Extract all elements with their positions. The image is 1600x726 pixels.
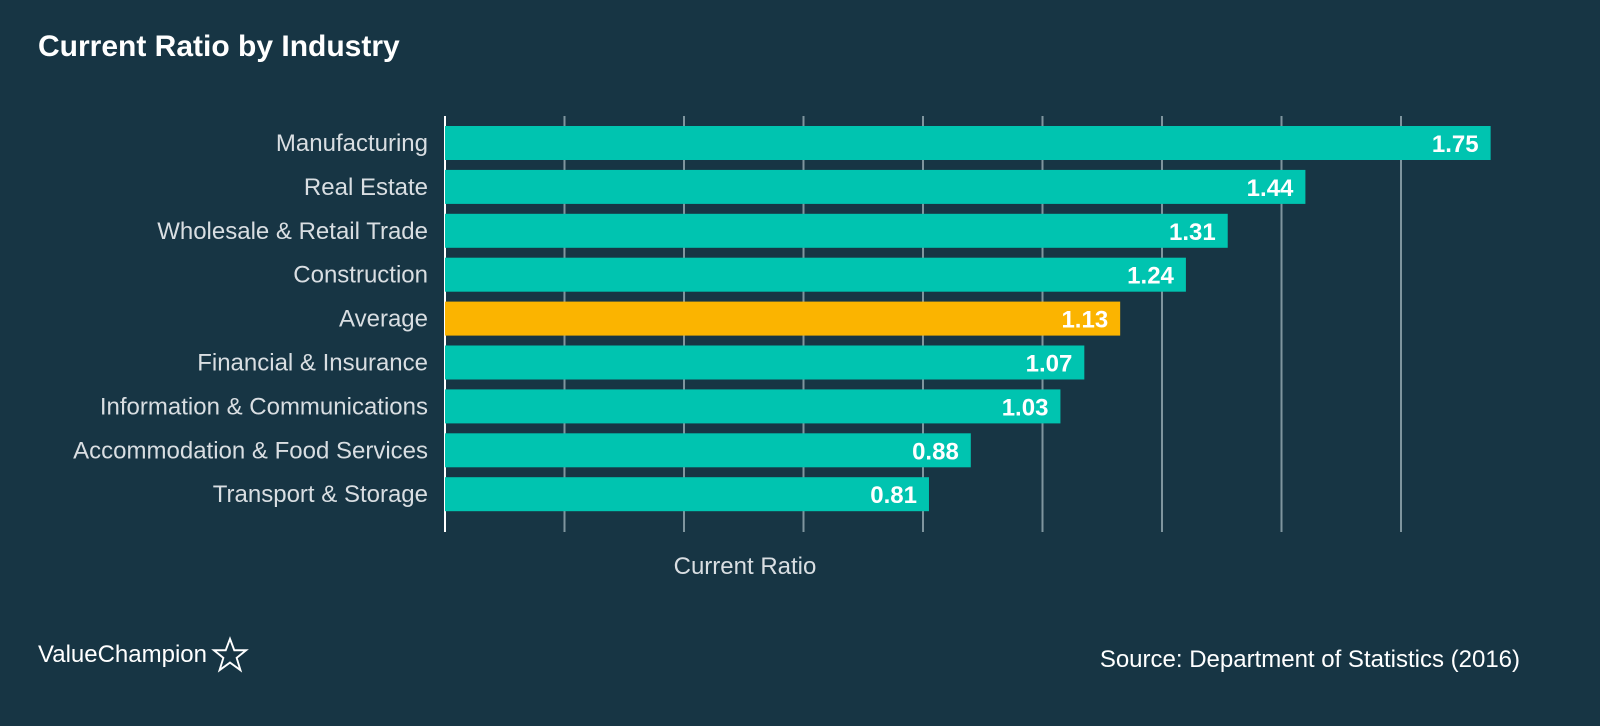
category-label: Financial & Insurance — [197, 350, 428, 377]
bar-information-communications — [445, 389, 1061, 424]
category-label: Average — [339, 306, 428, 333]
x-axis-title: Current Ratio — [674, 553, 817, 580]
bar-construction — [445, 257, 1186, 292]
category-label: Manufacturing — [276, 130, 428, 157]
bar-real-estate — [445, 169, 1306, 204]
value-label: 1.07 — [1026, 351, 1073, 378]
brand-name: ValueChampion — [38, 641, 207, 668]
star-icon — [211, 636, 249, 673]
bar-average — [445, 301, 1121, 336]
source-note: Source: Department of Statistics (2016) — [1099, 646, 1520, 673]
bar-accommodation-food-services — [445, 433, 971, 468]
bar-financial-insurance — [445, 345, 1085, 380]
value-label: 1.13 — [1061, 307, 1108, 334]
bar-wholesale-retail-trade — [445, 213, 1228, 248]
brand-logo: ValueChampion — [38, 636, 249, 674]
category-label: Real Estate — [304, 174, 428, 201]
chart-title: Current Ratio by Industry — [38, 30, 400, 63]
value-label: 0.88 — [912, 438, 959, 465]
value-label: 1.24 — [1127, 263, 1174, 290]
value-label: 1.03 — [1002, 394, 1049, 421]
category-label: Wholesale & Retail Trade — [157, 218, 428, 245]
bar-manufacturing — [445, 126, 1491, 160]
bars: 1.75 1.44 1.31 1.24 1.13 1.07 1.03 0.88 0.81 — [445, 126, 1491, 512]
category-label: Construction — [293, 262, 428, 289]
value-label: 0.81 — [870, 482, 917, 509]
category-label: Accommodation & Food Services — [73, 437, 428, 464]
value-label: 1.44 — [1247, 175, 1294, 202]
category-label: Information & Communications — [100, 393, 428, 420]
value-label: 1.31 — [1169, 219, 1216, 246]
category-label: Transport & Storage — [213, 481, 428, 508]
value-label: 1.75 — [1432, 131, 1479, 158]
bar-transport-storage — [445, 477, 929, 512]
category-labels: Manufacturing Real Estate Wholesale & Reta… — [73, 130, 428, 508]
